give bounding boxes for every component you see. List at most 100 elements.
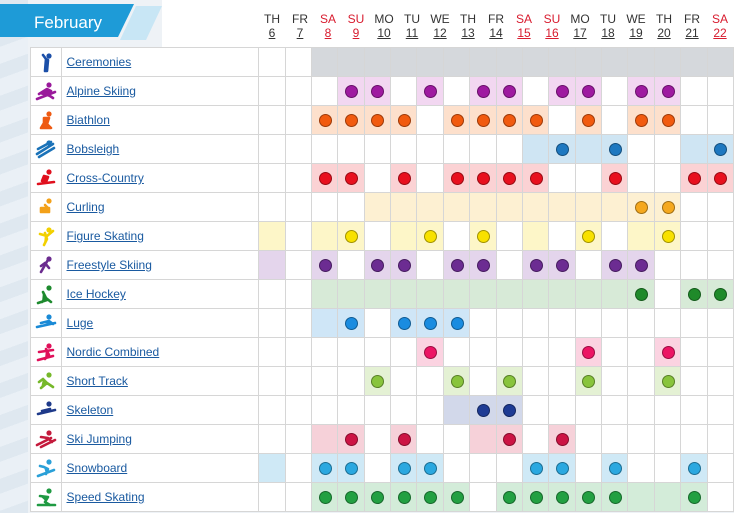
day-cell[interactable] xyxy=(680,453,708,483)
day-cell[interactable] xyxy=(521,134,550,164)
day-cell[interactable] xyxy=(548,250,576,280)
day-cell[interactable] xyxy=(469,250,497,280)
day-cell[interactable] xyxy=(574,105,603,135)
day-cell[interactable] xyxy=(495,192,523,222)
day-cell[interactable] xyxy=(258,453,286,483)
day-cell[interactable] xyxy=(337,308,365,338)
day-cell[interactable] xyxy=(337,105,365,135)
day-cell[interactable] xyxy=(390,424,418,454)
day-cell[interactable] xyxy=(601,134,629,164)
day-cell[interactable] xyxy=(706,134,734,164)
day-number-link[interactable]: 18 xyxy=(601,26,615,40)
day-cell[interactable] xyxy=(310,308,339,338)
day-cell[interactable] xyxy=(469,424,497,454)
day-cell[interactable] xyxy=(706,47,734,77)
day-number-link[interactable]: 20 xyxy=(657,26,671,40)
sport-link[interactable]: Figure Skating xyxy=(66,229,144,243)
day-cell[interactable] xyxy=(548,192,576,222)
day-cell[interactable] xyxy=(521,192,550,222)
day-cell[interactable] xyxy=(337,221,365,251)
day-cell[interactable] xyxy=(680,163,708,193)
day-cell[interactable] xyxy=(390,192,418,222)
day-cell[interactable] xyxy=(574,221,603,251)
day-number-link[interactable]: 17 xyxy=(573,26,587,40)
day-number-link[interactable]: 9 xyxy=(352,26,360,40)
day-cell[interactable] xyxy=(390,163,418,193)
day-cell[interactable] xyxy=(337,47,365,77)
day-cell[interactable] xyxy=(442,395,471,425)
day-cell[interactable] xyxy=(680,482,708,512)
day-cell[interactable] xyxy=(469,76,497,106)
day-cell[interactable] xyxy=(310,424,339,454)
day-cell[interactable] xyxy=(442,366,471,396)
day-cell[interactable] xyxy=(574,279,603,309)
day-cell[interactable] xyxy=(416,308,444,338)
sport-link[interactable]: Alpine Skiing xyxy=(66,84,136,98)
day-cell[interactable] xyxy=(442,105,471,135)
sport-link[interactable]: Freestyle Skiing xyxy=(66,258,152,272)
day-cell[interactable] xyxy=(653,366,682,396)
sport-link[interactable]: Speed Skating xyxy=(66,490,145,504)
day-cell[interactable] xyxy=(337,76,365,106)
day-cell[interactable] xyxy=(390,47,418,77)
day-cell[interactable] xyxy=(548,279,576,309)
day-cell[interactable] xyxy=(442,250,471,280)
day-cell[interactable] xyxy=(574,366,603,396)
day-cell[interactable] xyxy=(574,482,603,512)
sport-link[interactable]: Luge xyxy=(66,316,94,330)
day-cell[interactable] xyxy=(627,482,655,512)
day-cell[interactable] xyxy=(601,163,629,193)
day-cell[interactable] xyxy=(548,47,576,77)
day-number-link[interactable]: 16 xyxy=(545,26,559,40)
day-cell[interactable] xyxy=(627,105,655,135)
day-number-link[interactable]: 14 xyxy=(489,26,503,40)
day-number-link[interactable]: 7 xyxy=(296,26,304,40)
day-cell[interactable] xyxy=(680,134,708,164)
day-number-link[interactable]: 13 xyxy=(461,26,475,40)
day-cell[interactable] xyxy=(363,250,392,280)
day-cell[interactable] xyxy=(337,279,365,309)
day-cell[interactable] xyxy=(310,221,339,251)
day-cell[interactable] xyxy=(495,424,523,454)
sport-link[interactable]: Short Track xyxy=(66,374,128,388)
day-cell[interactable] xyxy=(469,395,497,425)
day-cell[interactable] xyxy=(601,279,629,309)
day-cell[interactable] xyxy=(548,482,576,512)
day-cell[interactable] xyxy=(706,163,734,193)
day-cell[interactable] xyxy=(337,453,365,483)
day-number-link[interactable]: 12 xyxy=(433,26,447,40)
day-cell[interactable] xyxy=(442,163,471,193)
day-cell[interactable] xyxy=(548,453,576,483)
sport-link[interactable]: Skeleton xyxy=(66,403,114,417)
day-cell[interactable] xyxy=(310,453,339,483)
day-cell[interactable] xyxy=(601,250,629,280)
day-cell[interactable] xyxy=(653,105,682,135)
sport-link[interactable]: Snowboard xyxy=(66,461,128,475)
day-cell[interactable] xyxy=(337,424,365,454)
day-cell[interactable] xyxy=(680,279,708,309)
sport-link[interactable]: Curling xyxy=(66,200,105,214)
day-cell[interactable] xyxy=(310,105,339,135)
day-cell[interactable] xyxy=(601,192,629,222)
day-cell[interactable] xyxy=(548,134,576,164)
sport-link[interactable]: Cross-Country xyxy=(66,171,144,185)
day-cell[interactable] xyxy=(363,482,392,512)
day-cell[interactable] xyxy=(627,76,655,106)
day-cell[interactable] xyxy=(416,76,444,106)
day-cell[interactable] xyxy=(390,105,418,135)
day-cell[interactable] xyxy=(416,453,444,483)
day-cell[interactable] xyxy=(337,482,365,512)
day-cell[interactable] xyxy=(627,221,655,251)
day-cell[interactable] xyxy=(363,192,392,222)
sport-link[interactable]: Ski Jumping xyxy=(66,432,132,446)
day-cell[interactable] xyxy=(442,47,471,77)
day-cell[interactable] xyxy=(521,221,550,251)
day-number-link[interactable]: 6 xyxy=(268,26,276,40)
day-cell[interactable] xyxy=(416,47,444,77)
day-cell[interactable] xyxy=(548,424,576,454)
day-cell[interactable] xyxy=(521,279,550,309)
day-cell[interactable] xyxy=(390,453,418,483)
day-cell[interactable] xyxy=(653,482,682,512)
day-cell[interactable] xyxy=(390,482,418,512)
day-cell[interactable] xyxy=(390,221,418,251)
